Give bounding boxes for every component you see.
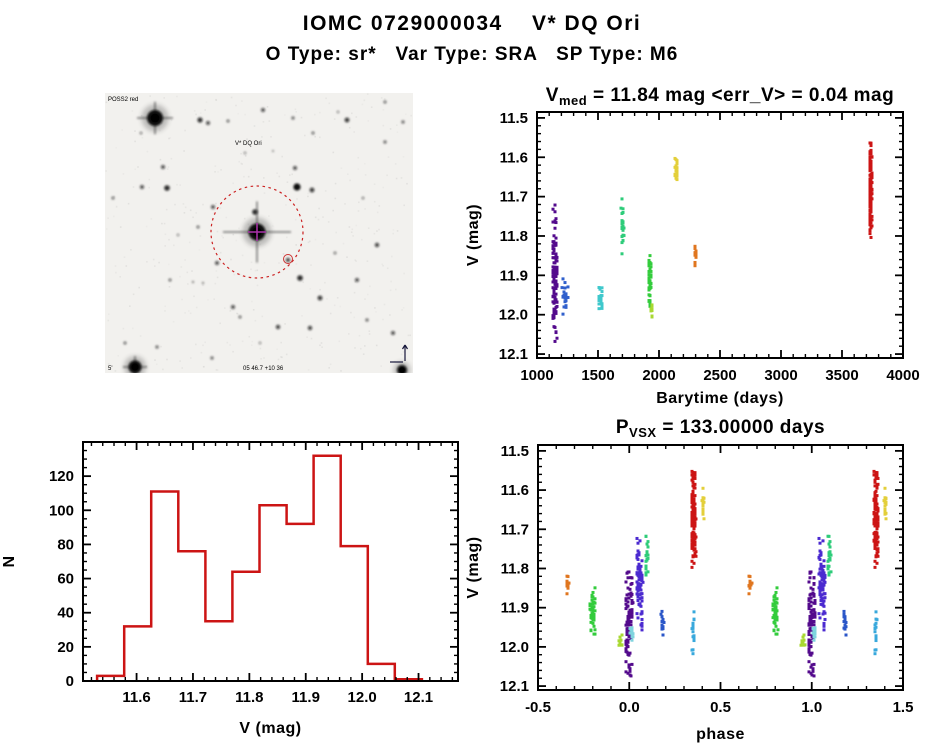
svg-text:11.7: 11.7 bbox=[500, 189, 528, 206]
svg-text:60: 60 bbox=[57, 571, 74, 588]
barytime-panel: 1000 1500 2000 2500 3000 3500 4000 11.5 11.6 11.7… bbox=[460, 85, 944, 410]
svg-text:1500: 1500 bbox=[581, 367, 614, 384]
barytime-plot: 1000 1500 2000 2500 3000 3500 4000 11.5 11.6 11.7… bbox=[465, 85, 920, 407]
svg-text:4000: 4000 bbox=[886, 367, 919, 384]
page-subtitle: O Type: sr* Var Type: SRA SP Type: M6 bbox=[265, 44, 679, 65]
svg-text:11.9: 11.9 bbox=[292, 689, 320, 706]
svg-text:11.7: 11.7 bbox=[179, 689, 207, 706]
svg-text:11.9: 11.9 bbox=[500, 267, 528, 284]
svg-text:40: 40 bbox=[57, 605, 74, 622]
svg-text:2000: 2000 bbox=[642, 367, 675, 384]
svg-text:3000: 3000 bbox=[764, 367, 797, 384]
svg-text:120: 120 bbox=[49, 468, 74, 485]
finder-chart: POSS2 red V* DQ Ori 05 46.7 +10 36 5' bbox=[105, 93, 413, 379]
svg-text:12.1: 12.1 bbox=[404, 689, 433, 706]
svg-text:12.0: 12.0 bbox=[348, 689, 377, 706]
svg-text:1000: 1000 bbox=[520, 367, 553, 384]
svg-text:0: 0 bbox=[66, 673, 74, 690]
svg-text:20: 20 bbox=[57, 639, 74, 656]
svg-text:11.9: 11.9 bbox=[501, 600, 529, 617]
svg-text:V (mag): V (mag) bbox=[465, 536, 482, 598]
svg-text:100: 100 bbox=[49, 502, 74, 519]
finder-image: POSS2 red V* DQ Ori 05 46.7 +10 36 5' bbox=[105, 93, 413, 379]
svg-text:V* DQ Ori: V* DQ Ori bbox=[235, 141, 262, 147]
svg-text:12.0: 12.0 bbox=[500, 639, 529, 656]
svg-text:11.8: 11.8 bbox=[235, 689, 263, 706]
svg-text:12.0: 12.0 bbox=[499, 307, 528, 324]
svg-text:5': 5' bbox=[108, 366, 112, 372]
histogram-panel: 11.6 11.7 11.8 11.9 12.0 12.1 0 20 40 60 80 100 120 V… bbox=[0, 425, 480, 747]
svg-text:1.0: 1.0 bbox=[801, 699, 822, 716]
svg-text:V (mag): V (mag) bbox=[239, 720, 301, 737]
svg-text:Barytime (days): Barytime (days) bbox=[656, 390, 784, 407]
svg-text:PVSX = 133.00000 days: PVSX = 133.00000 days bbox=[616, 417, 825, 440]
svg-text:phase: phase bbox=[696, 726, 745, 743]
svg-text:11.5: 11.5 bbox=[500, 110, 528, 127]
svg-text:11.5: 11.5 bbox=[501, 443, 529, 460]
page-title: IOMC 0729000034 V* DQ Ori bbox=[302, 12, 642, 35]
svg-text:Vmed = 11.84 mag <err_V> = 0: Vmed = 11.84 mag <err_V> = 0.04 mag bbox=[546, 85, 894, 108]
svg-text:11.8: 11.8 bbox=[501, 560, 529, 577]
svg-text:80: 80 bbox=[57, 536, 74, 553]
svg-text:-0.5: -0.5 bbox=[525, 699, 551, 716]
svg-text:3500: 3500 bbox=[825, 367, 858, 384]
svg-text:11.7: 11.7 bbox=[501, 521, 529, 538]
svg-text:2500: 2500 bbox=[703, 367, 736, 384]
svg-text:POSS2 red: POSS2 red bbox=[108, 97, 138, 103]
svg-text:0.0: 0.0 bbox=[619, 699, 640, 716]
svg-text:05 46.7 +10 36: 05 46.7 +10 36 bbox=[243, 366, 284, 372]
svg-text:N: N bbox=[1, 555, 18, 567]
svg-text:12.1: 12.1 bbox=[500, 678, 529, 695]
svg-text:1.5: 1.5 bbox=[893, 699, 914, 716]
svg-text:0.5: 0.5 bbox=[710, 699, 731, 716]
histogram-plot: 11.6 11.7 11.8 11.9 12.0 12.1 0 20 40 60 80 100 120 V… bbox=[1, 441, 459, 737]
svg-text:11.6: 11.6 bbox=[122, 689, 150, 706]
phase-plot: -0.5 0.0 0.5 1.0 1.5 11.5 11.6 11.7 11.8 11.9 12.0… bbox=[465, 417, 914, 743]
svg-text:V (mag): V (mag) bbox=[465, 204, 482, 266]
svg-text:11.6: 11.6 bbox=[500, 149, 528, 166]
svg-text:12.1: 12.1 bbox=[499, 346, 528, 363]
svg-text:11.6: 11.6 bbox=[501, 482, 529, 499]
svg-text:11.8: 11.8 bbox=[500, 228, 528, 245]
phase-panel: -0.5 0.0 0.5 1.0 1.5 11.5 11.6 11.7 11.8 11.9 12.0… bbox=[460, 415, 944, 747]
